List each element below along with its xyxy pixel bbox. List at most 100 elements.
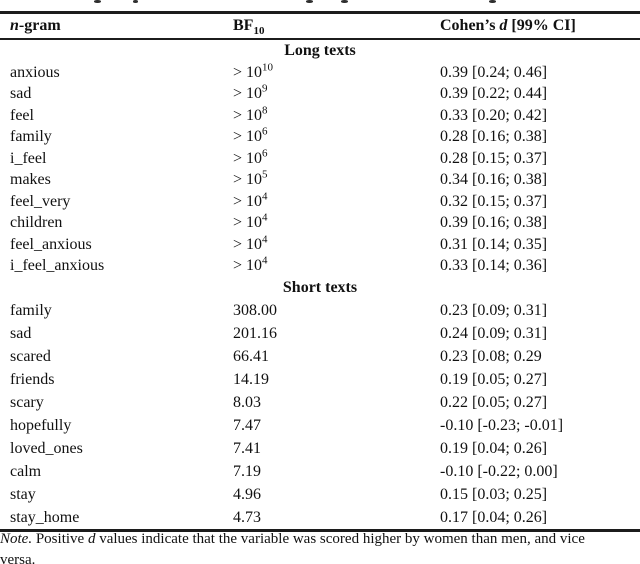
cohens-d-cell: 0.39 [0.22; 0.44] <box>440 85 548 103</box>
bf10-cell: 4.73 <box>233 506 440 532</box>
column-header-bf10: BF10 <box>233 11 440 40</box>
column-header-cohens-d: Cohen’s d [99% CI] <box>440 11 640 40</box>
bf10-cell: 7.47 <box>233 416 261 434</box>
ngram-cell: family <box>10 301 52 319</box>
table-row: scared 66.41 0.23 [0.08; 0.29 <box>0 345 640 368</box>
table-row: i_feel > 106 0.28 [0.15; 0.37] <box>0 148 640 170</box>
ngram-cell: calm <box>10 462 42 480</box>
header-cohens-suffix: [99% CI] <box>507 17 576 34</box>
cohens-d-cell: 0.31 [0.14; 0.35] <box>440 235 548 253</box>
table-row: scary 8.03 0.22 [0.05; 0.27] <box>0 391 640 414</box>
ngram-cell: sad <box>10 85 32 103</box>
table-row: i_feel_anxious > 104 0.33 [0.14; 0.36] <box>0 254 640 278</box>
header-bf-subscript: 10 <box>253 25 265 38</box>
table-row: family > 106 0.28 [0.16; 0.38] <box>0 125 640 149</box>
cohens-d-cell: 0.39 [0.16; 0.38] <box>440 214 548 232</box>
bf10-cell: > 106 <box>233 125 268 146</box>
cohens-d-cell: 0.28 [0.15; 0.37] <box>440 149 548 167</box>
ngram-cell: stay <box>10 485 36 503</box>
cohens-d-cell: 0.33 [0.14; 0.36] <box>440 257 548 275</box>
table-body: Long texts anxious > 1010 0.39 [0.24; 0.46]… <box>0 39 640 532</box>
cohens-d-cell: 0.24 [0.09; 0.31] <box>440 324 548 342</box>
cohens-d-cell: 0.22 [0.05; 0.27] <box>440 393 548 411</box>
table-row: hopefully 7.47 -0.10 [-0.23; -0.01] <box>0 414 640 437</box>
caption-descender-mark <box>94 0 101 3</box>
table-row: feel_anxious > 104 0.31 [0.14; 0.35] <box>0 234 640 256</box>
ngram-cell: hopefully <box>10 416 72 434</box>
ngram-cell: friends <box>10 370 55 388</box>
column-header-ngram: n-gram <box>0 11 233 40</box>
table-row: calm 7.19 -0.10 [-0.22; 0.00] <box>0 460 640 483</box>
ngram-cell: sad <box>10 324 32 342</box>
section-label: Short texts <box>282 279 358 296</box>
cohens-d-cell: 0.32 [0.15; 0.37] <box>440 192 548 210</box>
note-label: Note. <box>0 531 33 547</box>
header-cohens-prefix: Cohen’s <box>440 17 500 34</box>
bf10-cell: 7.19 <box>233 462 261 480</box>
cohens-d-cell: 0.19 [0.05; 0.27] <box>440 370 548 388</box>
ngram-cell: feel_anxious <box>10 235 92 253</box>
note-text-line2: versa. <box>0 552 36 564</box>
table-row: sad > 109 0.39 [0.22; 0.44] <box>0 82 640 106</box>
ngram-cell: children <box>10 214 63 232</box>
bf10-cell: > 104 <box>233 233 268 253</box>
note-italic-d: d <box>87 531 96 547</box>
cohens-d-cell: 0.23 [0.08; 0.29 <box>440 347 542 365</box>
ngram-cell: i_feel <box>10 149 47 167</box>
table-row: stay_home 4.73 0.17 [0.04; 0.26] <box>0 506 640 532</box>
cut-off-caption-fragment <box>0 0 640 5</box>
note-text-seg2: values indicate that the variable was sc… <box>95 531 585 547</box>
ngram-cell: family <box>10 128 52 146</box>
ngram-cell: stay_home <box>0 506 233 532</box>
ngram-cell: feel <box>10 106 34 124</box>
table-note: Note. Positive d values indicate that th… <box>0 529 640 564</box>
bf10-cell: > 104 <box>233 211 268 232</box>
cohens-d-cell: 0.33 [0.20; 0.42] <box>440 106 548 124</box>
bf10-cell: 66.41 <box>233 347 269 365</box>
ngram-cell: i_feel_anxious <box>10 257 105 275</box>
ngram-cell: feel_very <box>10 192 71 210</box>
bf10-cell: 7.41 <box>233 439 261 457</box>
bf10-cell: > 109 <box>233 82 268 103</box>
table-row: family 308.00 0.23 [0.09; 0.31] <box>0 299 640 322</box>
cohens-d-cell: 0.19 [0.04; 0.26] <box>440 439 548 457</box>
table-row: children > 104 0.39 [0.16; 0.38] <box>0 211 640 235</box>
table-row: anxious > 1010 0.39 [0.24; 0.46] <box>0 62 640 84</box>
header-bf-base: BF <box>233 17 254 34</box>
cohens-d-cell: -0.10 [-0.23; -0.01] <box>440 416 564 434</box>
table-row: stay 4.96 0.15 [0.03; 0.25] <box>0 483 640 506</box>
ngram-cell: anxious <box>10 63 60 81</box>
header-ngram-rest: -gram <box>18 17 61 34</box>
table-row: makes > 105 0.34 [0.16; 0.38] <box>0 169 640 192</box>
ngram-cell: scared <box>10 347 51 365</box>
cohens-d-cell: 0.39 [0.24; 0.46] <box>440 63 548 81</box>
cohens-d-cell: 0.34 [0.16; 0.38] <box>440 171 548 189</box>
table-header: n-gram BF10 Cohen’s d [99% CI] <box>0 11 640 40</box>
cohens-d-cell: 0.15 [0.03; 0.25] <box>440 485 548 503</box>
cohens-d-cell: 0.23 [0.09; 0.31] <box>440 301 548 319</box>
header-cohens-italic-d: d <box>499 17 508 34</box>
table-row: friends 14.19 0.19 [0.05; 0.27] <box>0 368 640 391</box>
header-row: n-gram BF10 Cohen’s d [99% CI] <box>0 11 640 40</box>
section-label: Long texts <box>284 42 356 59</box>
table-row: sad 201.16 0.24 [0.09; 0.31] <box>0 322 640 345</box>
bf10-cell: > 1010 <box>233 61 274 81</box>
bf10-cell: 308.00 <box>233 301 277 319</box>
bf10-cell: 201.16 <box>233 324 277 342</box>
section-row: Long texts <box>0 39 640 62</box>
ngram-cell: makes <box>10 171 51 189</box>
ngram-cell: scary <box>10 393 44 411</box>
results-table: n-gram BF10 Cohen’s d [99% CI] Long text… <box>0 11 640 532</box>
bf10-cell: 14.19 <box>233 370 269 388</box>
cohens-d-cell: -0.10 [-0.22; 0.00] <box>440 462 558 480</box>
bf10-cell: 4.96 <box>233 485 261 503</box>
ngram-cell: loved_ones <box>10 439 83 457</box>
caption-descender-mark <box>133 0 138 3</box>
caption-descender-mark <box>489 0 496 3</box>
bf10-cell: > 104 <box>233 254 268 275</box>
bf10-cell: > 108 <box>233 104 268 124</box>
bf10-cell: 8.03 <box>233 393 261 411</box>
bf10-cell: > 106 <box>233 147 268 167</box>
table-row: feel_very > 104 0.32 [0.15; 0.37] <box>0 191 640 213</box>
